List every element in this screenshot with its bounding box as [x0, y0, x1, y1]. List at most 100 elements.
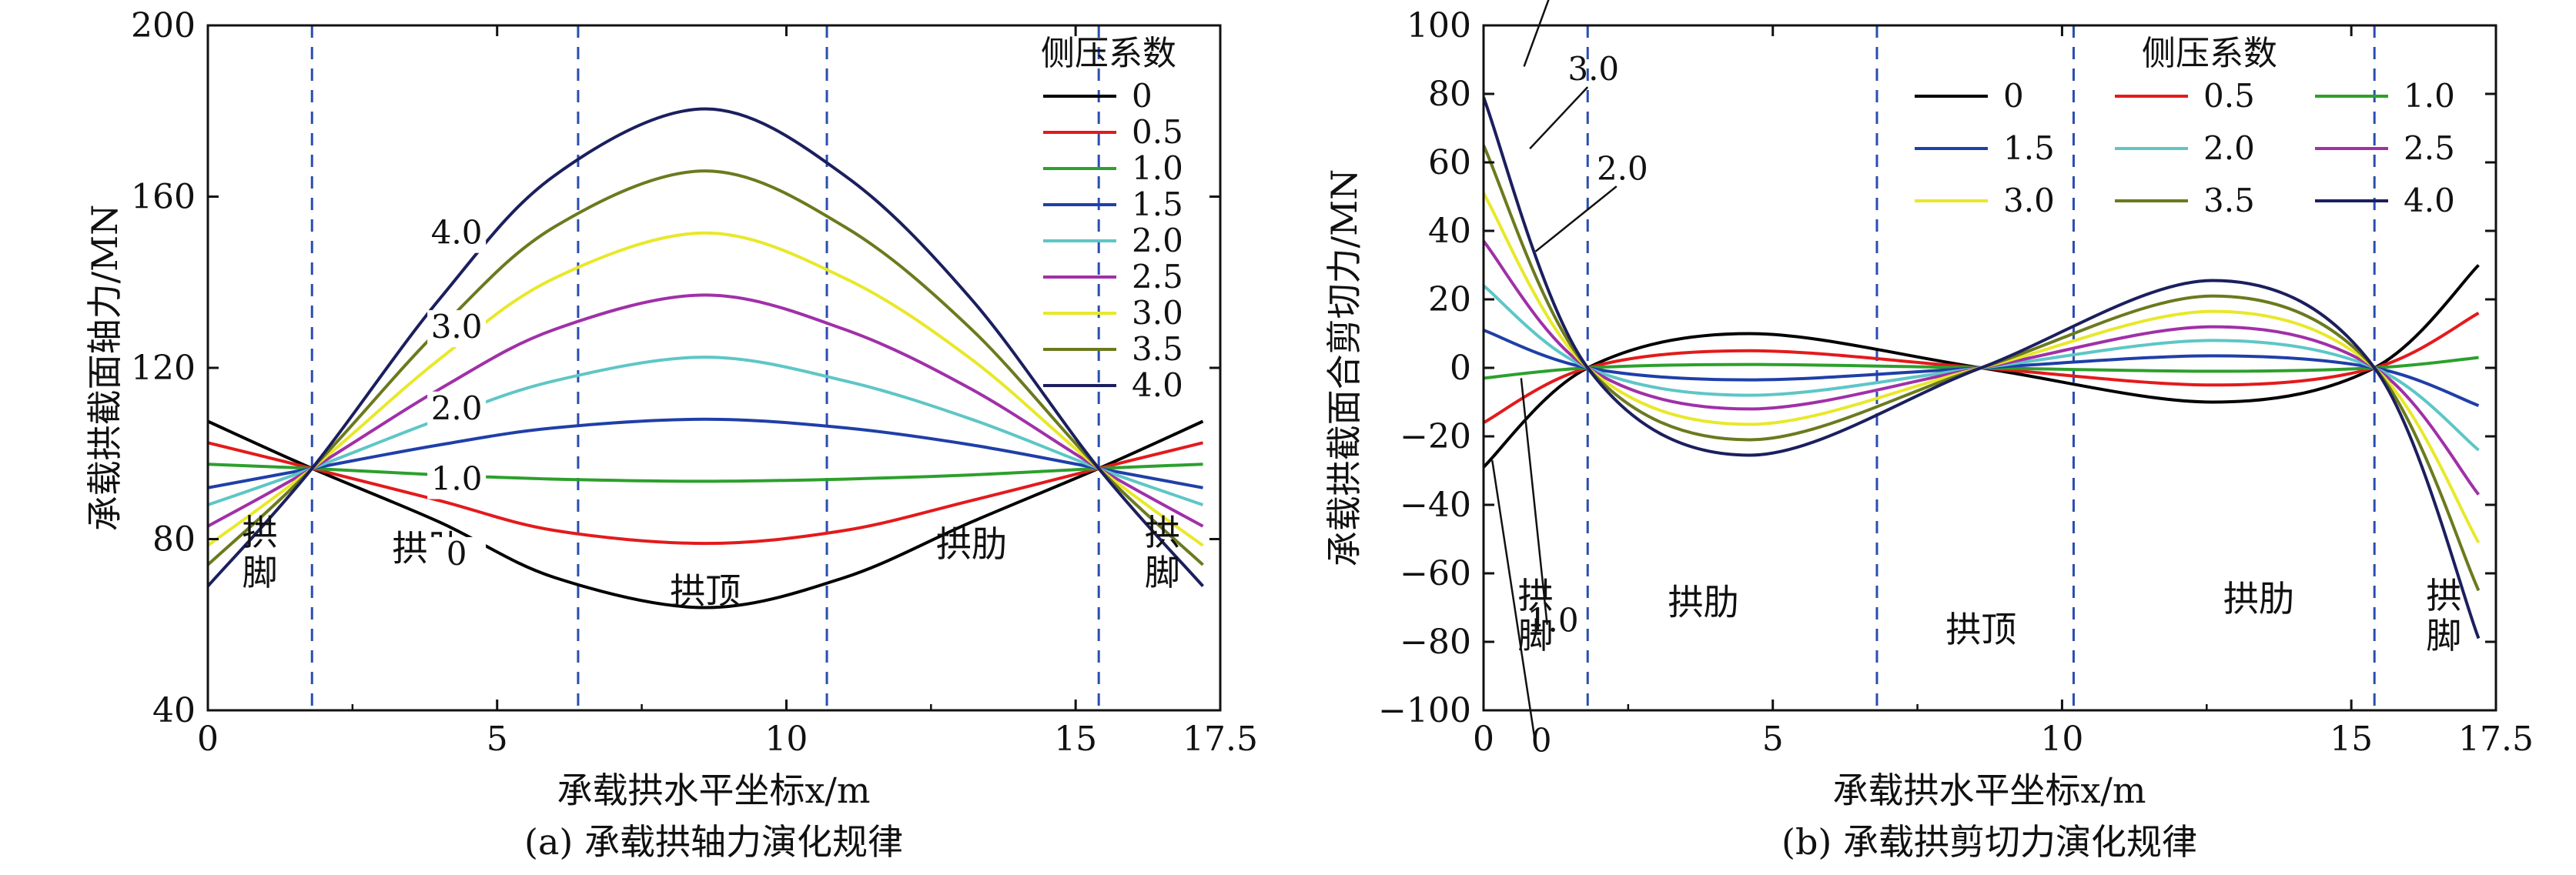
panel-a-legend-title: 侧压系数	[1041, 34, 1176, 73]
panel-b-x-tick-label-4: 17.5	[2458, 720, 2534, 759]
panel-b-legend-label-3: 1.5	[2003, 129, 2055, 167]
panel-a-legend-label-0: 0	[1132, 77, 1153, 115]
panel-a-legend-label-7: 3.5	[1132, 330, 1183, 368]
panel-b-annotation-leader-3	[1520, 378, 1548, 625]
panel-b-x-tick-label-0: 0	[1473, 720, 1494, 759]
panel-b-series-line-8	[1484, 96, 2481, 640]
panel-a-legend-label-6: 3.0	[1132, 294, 1183, 332]
panel-a-region-label-4-char-1: 脚	[1145, 552, 1180, 593]
panel-b-x-axis-title: 承载拱水平坐标x/m	[1832, 770, 2146, 811]
panel-a-series-line-3	[208, 417, 1203, 489]
panel-b-x-tick-label-2: 10	[2040, 720, 2083, 759]
panel-b-annotation-2: 2.0	[1597, 149, 1648, 187]
panel-b-region-label-2: 拱顶	[1945, 609, 2016, 650]
panel-a-x-tick-label-2: 10	[764, 720, 808, 759]
panel-a-series-line-2	[208, 463, 1203, 483]
panel-b-annotation-leader-4	[1491, 459, 1537, 745]
panel-b-region-label-4-char-0: 拱	[2426, 575, 2461, 616]
panel-b-y-tick-label-0: −100	[1378, 691, 1471, 730]
panel-b-y-axis-title: 承载拱截面合剪切力/MN	[1323, 169, 1365, 567]
panel-a-annotation-2: 2.0	[431, 389, 483, 427]
panel-a-annotation-0: 4.0	[431, 214, 483, 252]
panel-a-annotation-3: 1.0	[431, 460, 483, 498]
panel-b-legend-label-1: 0.5	[2203, 77, 2255, 115]
panel-a-legend-label-4: 2.0	[1132, 222, 1183, 259]
panel-a-y-tick-label-2: 120	[131, 349, 196, 388]
panel-a-legend-label-1: 0.5	[1132, 113, 1183, 151]
panel-b-x-tick-label-3: 15	[2330, 720, 2373, 759]
panel-a-y-axis-title: 承载拱截面轴力/MN	[84, 205, 125, 532]
panel-a-legend-label-5: 2.5	[1132, 258, 1183, 296]
panel-a-region-label-2: 拱顶	[670, 570, 741, 612]
panel-a-annotation-bg-4	[427, 536, 487, 574]
panel-a-region-label-0-char-0: 拱	[243, 512, 278, 553]
panel-b-legend-label-8: 4.0	[2404, 182, 2455, 219]
panel-a-annotation-bg-3	[427, 462, 487, 499]
panel-b-y-tick-label-7: 40	[1428, 212, 1471, 251]
panel-a-y-tick-label-3: 160	[131, 178, 196, 217]
panel-b-y-tick-label-9: 80	[1428, 75, 1471, 114]
panel-a-x-axis-title: 承载拱水平坐标x/m	[557, 770, 870, 811]
panel-a-x-tick-label-4: 17.5	[1183, 720, 1258, 759]
panel-b-ticks: 0 5 10 15 17.5 −100 −80 −60 −40 −20 0 20 40 60 80 100	[1378, 6, 2534, 759]
panel-a-series-line-8	[208, 107, 1204, 588]
panel-b-legend-label-4: 2.0	[2203, 129, 2255, 167]
panel-b-region-label-3: 拱肋	[2223, 578, 2294, 620]
panel-a-y-tick-label-4: 200	[131, 6, 196, 45]
panel-a-annotation-1: 3.0	[431, 308, 483, 346]
panel-b-y-tick-label-4: −20	[1400, 417, 1471, 456]
panel-a-series-line-6	[208, 231, 1204, 547]
panel-a-series-line-7	[208, 169, 1204, 566]
panel-b-annotation-1: 3.0	[1567, 50, 1619, 88]
panel-a-x-tick-label-1: 5	[487, 720, 508, 759]
panel-a-caption: (a) 承载拱轴力演化规律	[524, 821, 903, 863]
panel-a-legend-label-2: 1.0	[1132, 149, 1183, 187]
panel-a-annotation-4: 0	[447, 535, 467, 573]
panel-b-legend: 侧压系数 0 0.5 1.0 1.5 2.0 2.5 3.0 3.5 4.0	[1915, 34, 2455, 219]
panel-a-ticks: 0 5 10 15 17.5 40 80 120 160 200	[131, 6, 1258, 759]
panel-b-legend-label-6: 3.0	[2003, 182, 2055, 219]
panel-b-y-tick-label-6: 20	[1428, 280, 1471, 319]
panel-a-series-line-1	[208, 441, 1203, 546]
panel-b-chart: 拱脚拱肋拱顶拱肋拱脚4.03.02.01.00 05101517.5−100−8…	[1323, 0, 2534, 863]
panel-b-plot-area: 拱脚拱肋拱顶拱肋拱脚4.03.02.01.00	[1484, 0, 2481, 759]
panel-b-y-tick-label-1: −80	[1400, 623, 1471, 662]
panel-a-series-line-5	[208, 293, 1204, 528]
panel-a-region-label-3: 拱肋	[936, 523, 1007, 565]
panel-b-y-tick-label-8: 60	[1428, 143, 1471, 182]
panel-b-legend-label-5: 2.5	[2404, 129, 2455, 167]
panel-a-y-tick-label-1: 80	[152, 520, 196, 559]
panel-b-y-tick-label-2: −60	[1400, 554, 1471, 593]
panel-a-series-line-4	[208, 356, 1204, 506]
panel-b-legend-label-7: 3.5	[2203, 182, 2255, 219]
panel-b-legend-title: 侧压系数	[2142, 34, 2277, 73]
panel-b-x-tick-label-1: 5	[1762, 720, 1784, 759]
panel-b-region-label-0-char-0: 拱	[1518, 575, 1554, 616]
panel-a-curves	[208, 25, 1204, 710]
panel-b-legend-label-0: 0	[2003, 77, 2024, 115]
panel-b-y-tick-label-5: 0	[1450, 349, 1471, 388]
panel-a-series-line-0	[208, 419, 1204, 609]
panel-b-annotation-leader-2	[1534, 185, 1618, 252]
panel-a-y-tick-label-0: 40	[152, 691, 196, 730]
panel-a-region-label-0-char-1: 脚	[243, 552, 278, 593]
panel-a-legend-label-8: 4.0	[1132, 366, 1183, 404]
panel-b-region-label-4-char-1: 脚	[2426, 615, 2461, 656]
panel-b-annotation-3: 1.0	[1527, 602, 1579, 640]
panel-b-annotation-4: 0	[1531, 721, 1552, 759]
panel-b-region-label-1: 拱肋	[1668, 581, 1739, 623]
panel-a-annotation-bg-0	[427, 215, 487, 253]
panel-a-x-tick-label-0: 0	[197, 720, 219, 759]
panel-b-curves	[1484, 25, 2481, 710]
panel-b-legend-label-2: 1.0	[2404, 77, 2455, 115]
panel-a-plot-area: 拱脚拱肋拱顶拱肋拱脚4.03.02.01.00	[208, 25, 1204, 710]
panel-b-y-tick-label-3: −40	[1400, 486, 1471, 525]
panel-a-x-tick-label-3: 15	[1054, 720, 1097, 759]
panel-a-annotation-bg-2	[427, 391, 487, 429]
panel-b-annotation-leader-0	[1523, 0, 1550, 67]
panel-b-annotation-leader-1	[1529, 86, 1589, 150]
panel-a-legend: 侧压系数 00.51.01.52.02.53.03.54.0	[1041, 34, 1183, 404]
panel-a-region-label-4-char-0: 拱	[1145, 512, 1180, 553]
panel-b-caption: (b) 承载拱剪切力演化规律	[1781, 821, 2197, 863]
